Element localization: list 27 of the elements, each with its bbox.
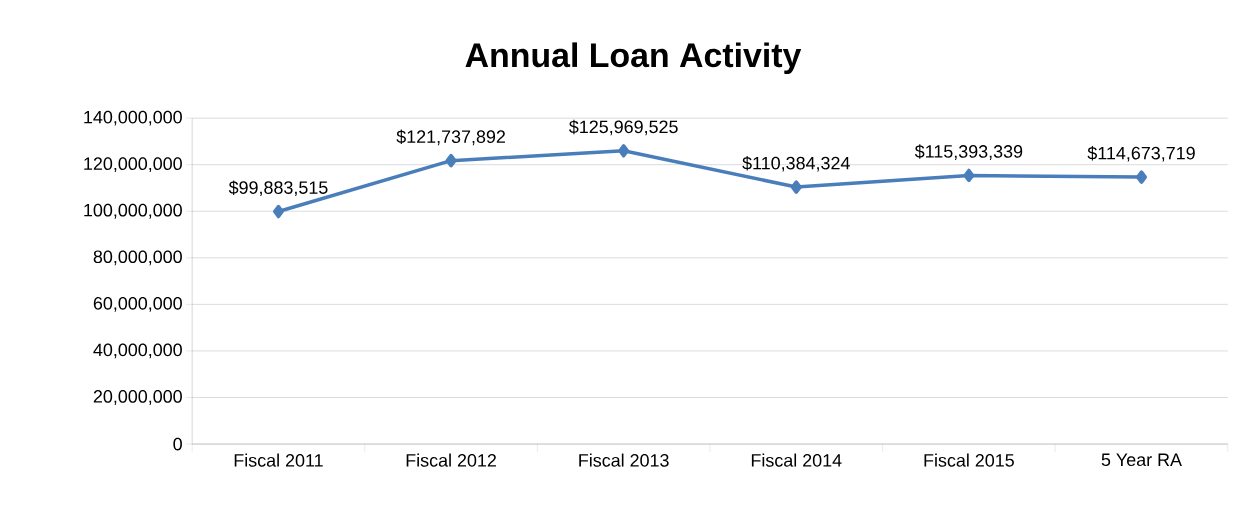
data-label: $115,393,339 [914,144,1023,160]
y-tick-label: 140,000,000 [84,110,182,126]
point [963,168,975,183]
point [1135,170,1147,184]
chart-title: Annual Loan Activity [465,42,802,74]
y-tick-label: 20,000,000 [93,389,182,405]
y-tick-label: 40,000,000 [93,343,182,359]
x-tick-label: 5 Year RA [1101,453,1182,466]
data-label: $121,737,892 [396,129,505,146]
data-label: $125,969,525 [569,119,678,136]
data-label: $99,883,515 [228,180,328,196]
point [272,204,284,219]
y-tick-label: 100,000,000 [84,203,182,219]
x-tick-label: Fiscal 2012 [406,453,496,467]
point [790,180,802,194]
data-label: $110,384,324 [742,155,850,172]
x-tick-label: Fiscal 2013 [579,453,669,467]
data-label: $114,673,719 [1087,145,1195,162]
y-tick-label: 120,000,000 [84,157,182,172]
y-tick-label: 80,000,000 [93,250,182,266]
x-tick-label: Fiscal 2014 [751,453,842,467]
y-tick-label: 0 [173,437,182,451]
point [618,143,630,158]
x-tick-label: Fiscal 2015 [924,453,1014,467]
point [445,153,457,168]
x-tick-label: Fiscal 2011 [234,453,323,467]
y-tick-label: 60,000,000 [93,296,182,312]
